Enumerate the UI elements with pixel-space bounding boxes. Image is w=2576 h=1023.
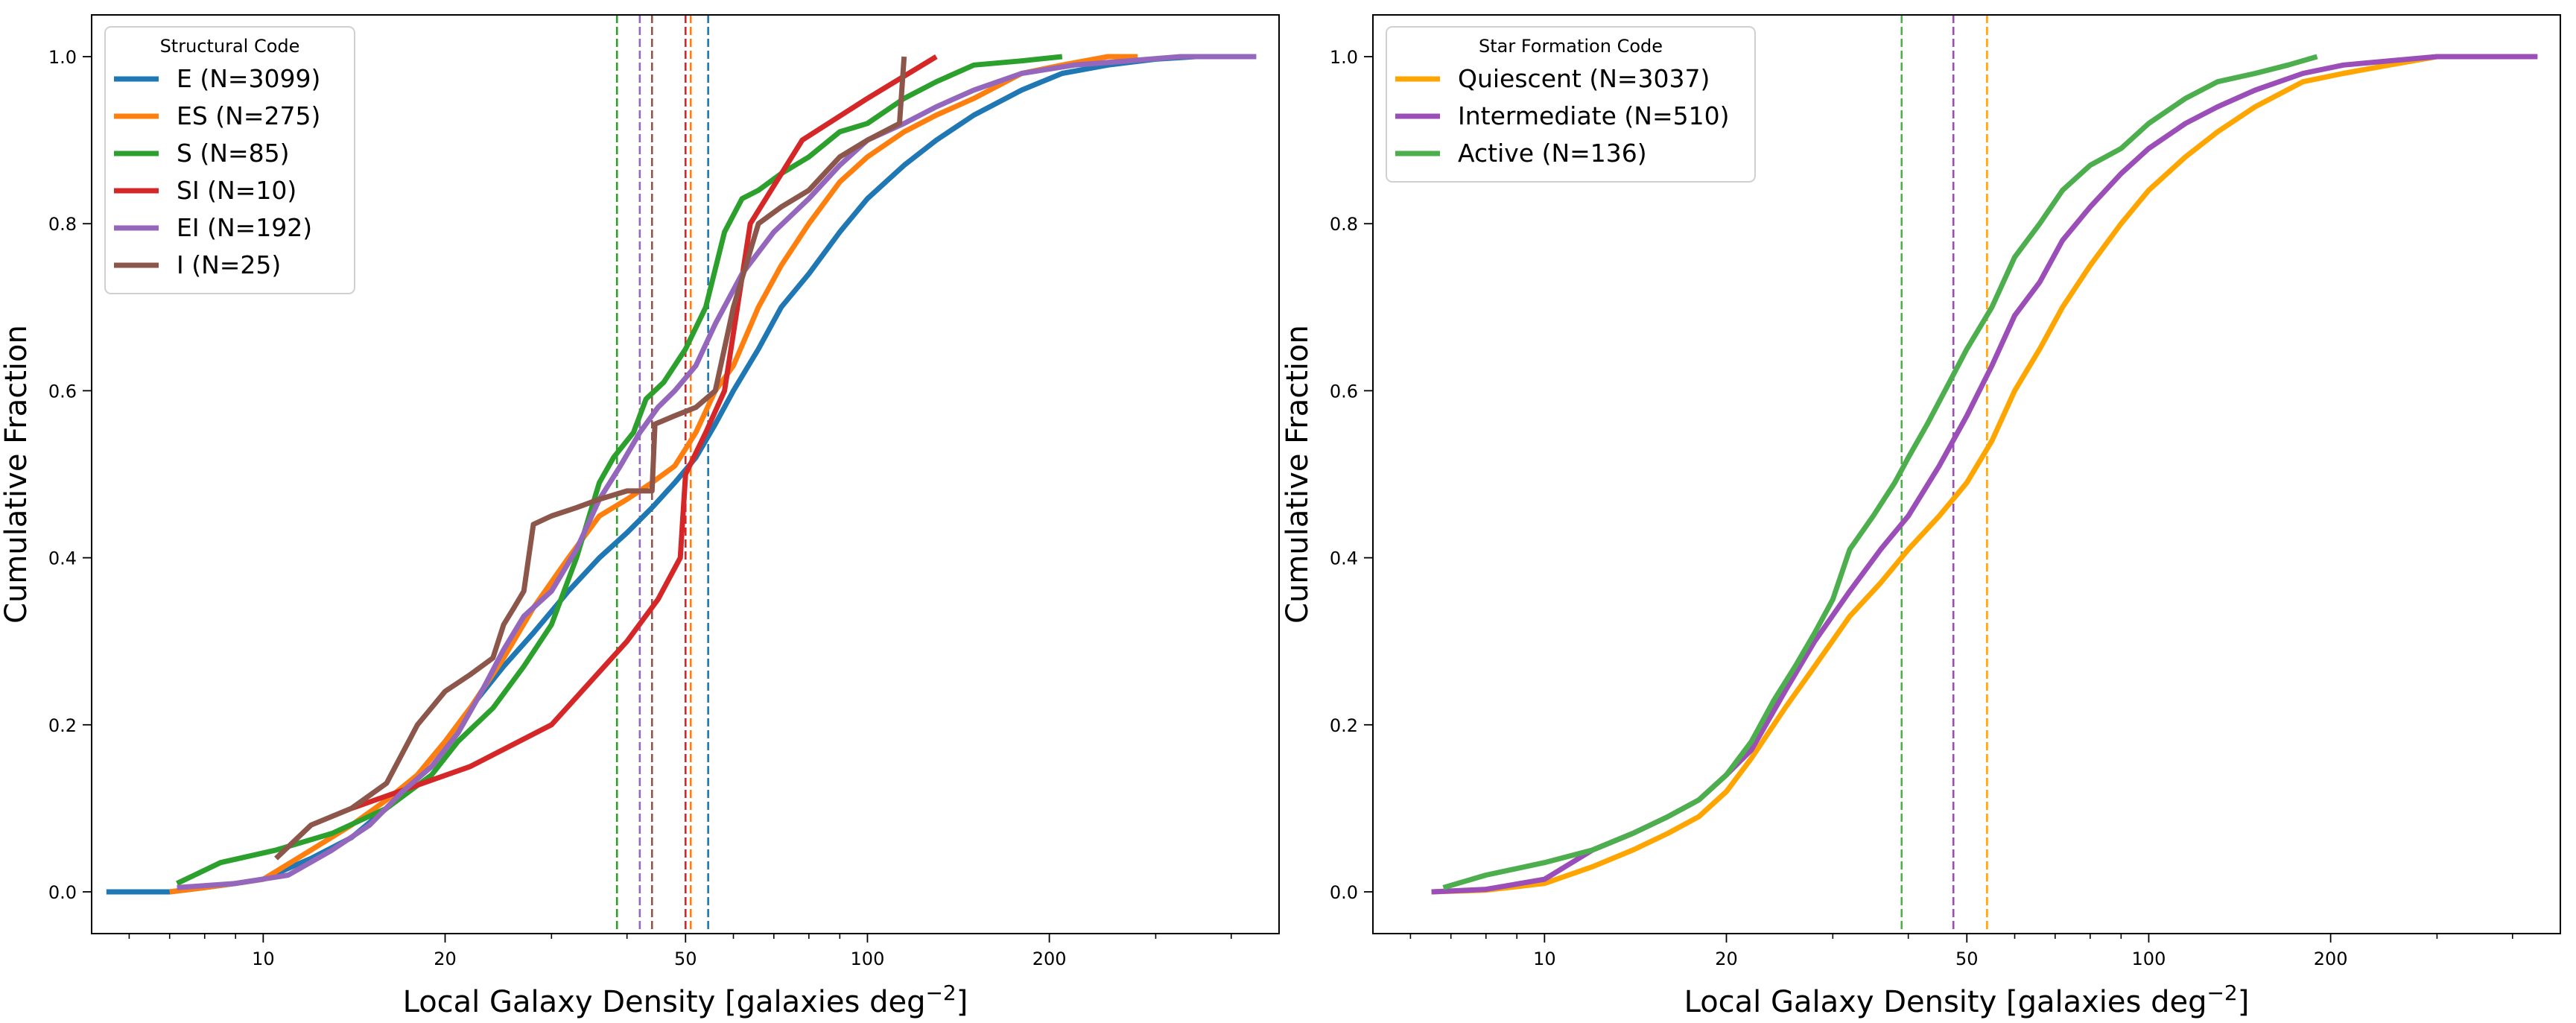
x-tick-label: 200 [1032, 948, 1067, 969]
y-tick-label: 0.6 [1330, 381, 1358, 402]
legend-title: Structural Code [160, 36, 300, 57]
legend-label: EI (N=192) [177, 213, 312, 242]
x-tick-label: 20 [1715, 948, 1738, 969]
x-axis-label-main: Local Galaxy Density [galaxies deg [403, 985, 926, 1019]
y-tick-label: 0.6 [48, 381, 77, 402]
y-axis-label: Cumulative Fraction [1281, 325, 1315, 624]
y-tick-label: 0.0 [48, 882, 77, 903]
x-axis-label-main: Local Galaxy Density [galaxies deg [1684, 985, 2207, 1019]
axes-frame [91, 14, 1280, 934]
x-tick-label: 10 [252, 948, 275, 969]
legend-box [1386, 26, 1756, 183]
legend-label: Quiescent (N=3037) [1458, 64, 1710, 93]
y-tick-label: 0.0 [1330, 882, 1358, 903]
series-line [1431, 54, 2538, 895]
x-tick-label: 200 [2314, 948, 2348, 969]
legend-label: ES (N=275) [177, 101, 320, 130]
legend-label: Intermediate (N=510) [1458, 101, 1729, 130]
x-axis-label: Local Galaxy Density [galaxies deg−2] [403, 981, 968, 1019]
x-axis-label: Local Galaxy Density [galaxies deg−2] [1684, 981, 2250, 1019]
y-tick-label: 0.8 [1330, 214, 1358, 235]
legend-box [104, 26, 355, 294]
y-tick-label: 0.8 [48, 214, 77, 235]
legend-label: I (N=25) [177, 250, 281, 279]
y-tick-label: 0.2 [1330, 715, 1358, 736]
y-tick-label: 1.0 [1330, 47, 1358, 68]
y-tick-label: 0.4 [1330, 548, 1358, 569]
series-line [177, 54, 1257, 890]
legend-label: E (N=3099) [177, 64, 320, 93]
legend-label: Active (N=136) [1458, 139, 1647, 168]
chart-star-formation-code: 10 20 50 100 200 0.0 0.2 0.4 0.6 0.8 1.0 Local Gala… [1281, 14, 2561, 1019]
series-line [1442, 54, 2318, 890]
x-tick-label: 20 [434, 948, 457, 969]
y-tick-label: 1.0 [48, 47, 77, 68]
series-line [274, 56, 907, 861]
series-line [350, 54, 938, 811]
axes-frame [1372, 14, 2561, 934]
x-tick-label: 50 [1955, 948, 1979, 969]
series-group [1431, 15, 2538, 934]
x-tick-label: 10 [1533, 948, 1556, 969]
x-axis-label-end: ] [957, 985, 968, 1019]
y-tick-label: 0.4 [48, 548, 77, 569]
x-axis-label-end: ] [2238, 985, 2250, 1019]
y-tick-label: 0.2 [48, 715, 77, 736]
series-group [106, 15, 1257, 934]
x-axis-label-sup: −2 [2207, 981, 2237, 1005]
x-tick-label: 50 [674, 948, 697, 969]
x-axis-label-sup: −2 [925, 981, 956, 1005]
y-axis-label: Cumulative Fraction [0, 325, 34, 624]
chart-structural-code: 10 20 50 100 200 0.0 0.2 0.4 0.6 0.8 1.0 Local Gala… [0, 14, 1280, 1019]
x-tick-label: 100 [851, 948, 885, 969]
legend-title: Star Formation Code [1479, 36, 1663, 57]
x-tick-label: 100 [2132, 948, 2166, 969]
legend-label: SI (N=10) [177, 176, 296, 205]
legend-label: S (N=85) [177, 139, 290, 168]
